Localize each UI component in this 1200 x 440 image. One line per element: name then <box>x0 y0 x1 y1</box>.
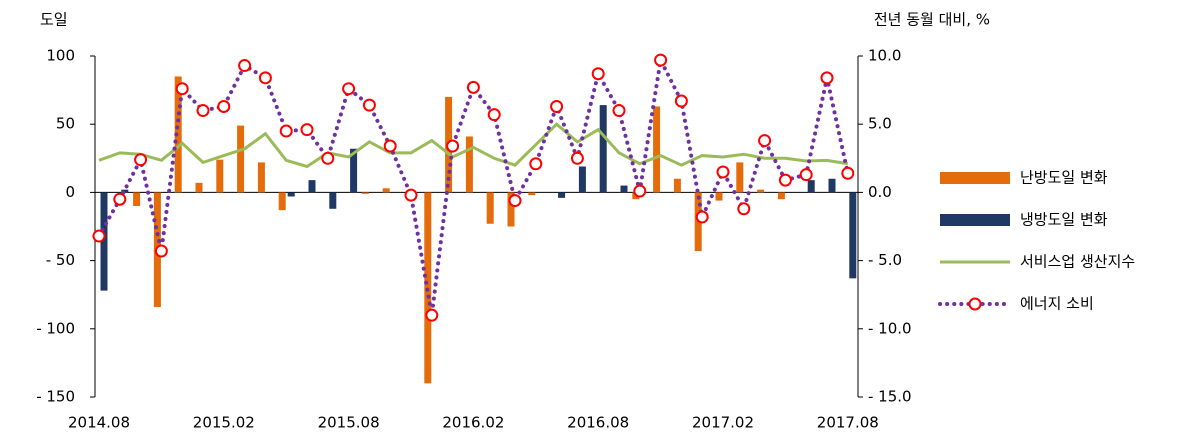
bar <box>361 192 369 194</box>
marker <box>425 308 439 322</box>
marker <box>758 134 772 148</box>
marker <box>300 123 314 137</box>
bar <box>736 162 744 193</box>
legend-swatch <box>940 214 1010 226</box>
bar <box>507 192 515 227</box>
bar <box>486 192 494 224</box>
marker <box>633 184 647 198</box>
marker <box>695 210 709 224</box>
marker <box>238 59 252 73</box>
y-axis-title: 도일 <box>40 11 68 29</box>
bar <box>777 192 785 200</box>
marker <box>279 124 293 138</box>
marker <box>674 94 688 108</box>
legend-marker <box>968 297 982 311</box>
marker <box>778 173 792 187</box>
bar <box>807 180 815 193</box>
marker <box>383 139 397 153</box>
bar <box>528 192 536 196</box>
marker <box>529 157 543 171</box>
bar <box>100 192 108 291</box>
marker <box>362 98 376 112</box>
bar <box>382 188 390 193</box>
marker <box>716 165 730 179</box>
marker <box>508 194 522 208</box>
bar <box>599 105 607 193</box>
marker <box>258 71 272 85</box>
bar <box>350 148 358 193</box>
marker <box>737 202 751 216</box>
y-tick-label: 50 <box>56 115 75 133</box>
bar <box>308 180 316 193</box>
y-tick-label: 0 <box>65 183 75 201</box>
bar <box>673 178 681 193</box>
marker <box>487 108 501 122</box>
y-tick-label: - 50 <box>46 251 75 269</box>
marker <box>446 139 460 153</box>
marker <box>217 99 231 113</box>
bar <box>287 192 295 197</box>
marker <box>321 151 335 165</box>
y2-tick-label: 0.0 <box>868 183 892 201</box>
marker <box>841 166 855 180</box>
bar <box>757 189 765 193</box>
x-tick-label: 2015.02 <box>193 414 255 432</box>
marker <box>654 53 668 67</box>
x-tick-label: 2015.08 <box>318 414 380 432</box>
legend-label: 냉방도일 변화 <box>1020 211 1108 229</box>
legend-label: 에너지 소비 <box>1020 295 1094 313</box>
bar <box>558 192 566 198</box>
marker <box>342 82 356 96</box>
y-tick-label: 100 <box>46 47 75 65</box>
bar <box>828 178 836 193</box>
bar <box>237 125 245 193</box>
y2-tick-label: - 10.0 <box>868 319 912 337</box>
bar <box>715 192 723 201</box>
marker <box>404 188 418 202</box>
bar <box>257 162 265 193</box>
bar <box>620 185 628 193</box>
bar <box>465 136 473 193</box>
marker <box>550 99 564 113</box>
marker <box>134 153 148 167</box>
marker <box>175 82 189 96</box>
y-tick-label: - 100 <box>36 319 75 337</box>
marker <box>820 71 834 85</box>
marker <box>466 80 480 94</box>
y2-tick-label: 10.0 <box>868 47 901 65</box>
x-tick-label: 2017.02 <box>692 414 754 432</box>
marker <box>799 168 813 182</box>
marker <box>591 67 605 81</box>
bar <box>121 189 129 193</box>
bar <box>195 182 203 193</box>
marker <box>570 151 584 165</box>
bar <box>278 192 286 211</box>
legend-swatch <box>940 172 1010 184</box>
bar <box>216 159 224 193</box>
marker <box>92 229 106 243</box>
bar <box>133 192 141 207</box>
y-tick-label: - 150 <box>36 388 75 406</box>
marker <box>612 104 626 118</box>
legend-label: 서비스업 생산지수 <box>1020 253 1135 271</box>
legend-label: 난방도일 변화 <box>1020 169 1108 187</box>
dotted-line <box>97 53 850 316</box>
marker <box>154 244 168 258</box>
y2-tick-label: 5.0 <box>868 115 892 133</box>
marker <box>113 192 127 206</box>
x-tick-label: 2017.08 <box>817 414 879 432</box>
bar <box>329 192 337 209</box>
y2-axis-title: 전년 동월 대비, % <box>874 11 990 29</box>
bar <box>849 192 857 279</box>
bar <box>578 166 586 193</box>
x-tick-label: 2016.02 <box>442 414 504 432</box>
y2-tick-label: - 15.0 <box>868 388 912 406</box>
marker <box>196 104 210 118</box>
y2-tick-label: - 5.0 <box>868 251 902 269</box>
x-tick-label: 2016.08 <box>567 414 629 432</box>
bar <box>653 106 661 193</box>
line <box>98 122 849 169</box>
x-tick-label: 2014.08 <box>68 414 130 432</box>
